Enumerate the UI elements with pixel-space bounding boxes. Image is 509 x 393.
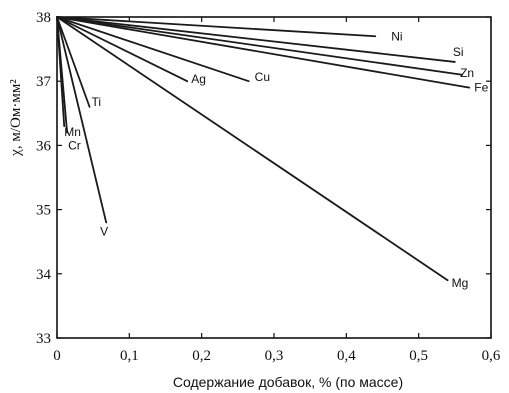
x-tick-label: 0,6: [482, 348, 501, 364]
series-line-si: [56, 16, 456, 63]
series-line-ni: [56, 16, 377, 38]
x-tick-label: 0,3: [265, 348, 284, 364]
x-tick-label: 0: [53, 348, 61, 364]
axes: [56, 16, 492, 339]
series-label-zn: Zn: [460, 66, 474, 80]
series-label-cr: Cr: [68, 139, 81, 153]
x-tick-label: 0,5: [409, 348, 428, 364]
y-tick-label: 38: [36, 10, 51, 26]
series-line-cu: [56, 16, 250, 83]
y-tick-label: 34: [36, 267, 52, 283]
y-tick-label: 33: [36, 331, 51, 347]
series-line-v: [56, 16, 108, 224]
series-line-zn: [56, 16, 463, 76]
series-label-fe: Fe: [474, 81, 488, 95]
plot-frame: [56, 16, 492, 339]
series-line-fe: [56, 16, 471, 89]
series-label-si: Si: [453, 45, 464, 59]
y-axis-title: χ, м/Ом·мм²: [8, 79, 24, 157]
series-line-cr: [56, 16, 69, 134]
series-label-ag: Ag: [191, 72, 206, 86]
series-line-ag: [56, 16, 189, 83]
series-label-ni: Ni: [391, 29, 402, 43]
series-label-ti: Ti: [92, 95, 102, 109]
y-tick-label: 37: [36, 74, 52, 90]
y-tick-label: 36: [36, 138, 52, 154]
series-line-ti: [56, 16, 91, 108]
x-tick-label: 0,2: [192, 348, 211, 364]
y-tick-label: 35: [36, 203, 51, 219]
ticks: 0 0,1 0,2 0,3 0,4 0,5 0,6 33 34 35 36 37 38: [36, 10, 501, 364]
x-axis-title: Содержание добавок, % (по массе): [173, 374, 403, 390]
x-tick-label: 0,4: [337, 348, 356, 364]
series-label-cu: Cu: [255, 70, 270, 84]
series-lines: [56, 16, 471, 282]
series-label-mg: Mg: [452, 276, 469, 290]
x-tick-label: 0,1: [120, 348, 139, 364]
series-label-mn: Mn: [64, 125, 81, 139]
series-label-v: V: [100, 224, 108, 238]
series-line-mg: [56, 16, 449, 282]
